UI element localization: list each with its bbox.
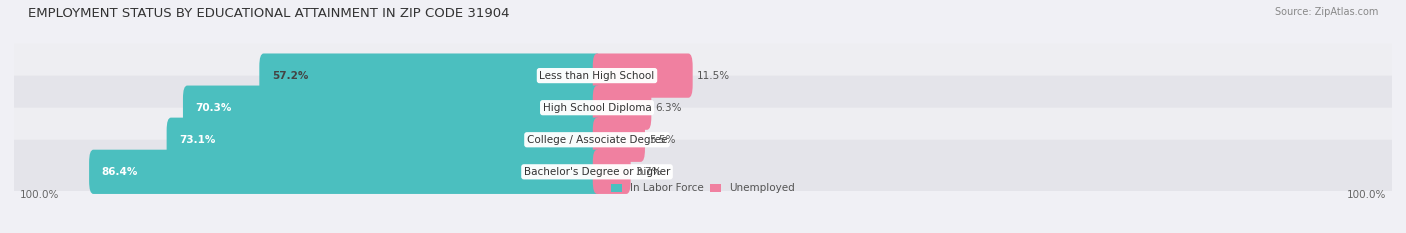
Text: EMPLOYMENT STATUS BY EDUCATIONAL ATTAINMENT IN ZIP CODE 31904: EMPLOYMENT STATUS BY EDUCATIONAL ATTAINM… xyxy=(28,7,509,20)
Text: 57.2%: 57.2% xyxy=(271,71,308,81)
Text: College / Associate Degree: College / Associate Degree xyxy=(527,135,668,145)
FancyBboxPatch shape xyxy=(89,150,602,194)
FancyBboxPatch shape xyxy=(8,76,1398,139)
Text: 6.3%: 6.3% xyxy=(655,103,682,113)
FancyBboxPatch shape xyxy=(593,118,645,162)
Text: Less than High School: Less than High School xyxy=(540,71,655,81)
Text: 11.5%: 11.5% xyxy=(697,71,730,81)
Text: High School Diploma: High School Diploma xyxy=(543,103,651,113)
Text: 5.5%: 5.5% xyxy=(650,135,676,145)
Text: 3.7%: 3.7% xyxy=(636,167,661,177)
FancyBboxPatch shape xyxy=(8,140,1398,203)
FancyBboxPatch shape xyxy=(8,108,1398,171)
Text: Bachelor's Degree or higher: Bachelor's Degree or higher xyxy=(524,167,671,177)
Text: Source: ZipAtlas.com: Source: ZipAtlas.com xyxy=(1274,7,1378,17)
Text: 86.4%: 86.4% xyxy=(101,167,138,177)
FancyBboxPatch shape xyxy=(593,54,693,98)
Text: 100.0%: 100.0% xyxy=(20,190,59,200)
FancyBboxPatch shape xyxy=(8,44,1398,107)
FancyBboxPatch shape xyxy=(593,150,631,194)
FancyBboxPatch shape xyxy=(593,86,651,130)
FancyBboxPatch shape xyxy=(167,118,602,162)
FancyBboxPatch shape xyxy=(259,54,602,98)
Text: 100.0%: 100.0% xyxy=(1347,190,1386,200)
Legend: In Labor Force, Unemployed: In Labor Force, Unemployed xyxy=(612,183,794,193)
Text: 70.3%: 70.3% xyxy=(195,103,232,113)
FancyBboxPatch shape xyxy=(183,86,602,130)
Text: 73.1%: 73.1% xyxy=(180,135,215,145)
